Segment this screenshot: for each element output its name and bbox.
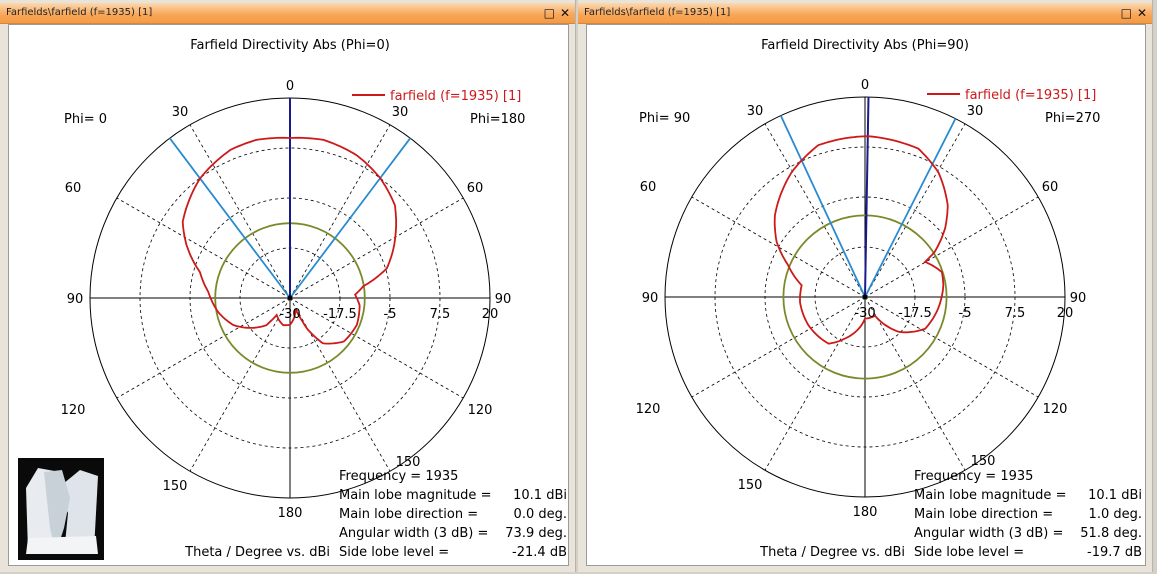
info-value: 10.1 dBi xyxy=(513,488,567,503)
angle-label: 60 xyxy=(467,181,484,196)
info-label: Frequency = 1935 xyxy=(914,469,1033,484)
polar-chart-phi0: -30 -17.5 -5 7.5 20 0 30 60 90 120 150 180 30 60 90 120… xyxy=(61,38,567,560)
angle-label: 30 xyxy=(747,104,764,119)
angle-label: 60 xyxy=(640,180,657,195)
beamwidth-line xyxy=(169,137,291,299)
radial-tick-label: -30 xyxy=(279,307,300,322)
angle-label: 180 xyxy=(853,505,878,520)
chart-title: Farfield Directivity Abs (Phi=90) xyxy=(761,38,969,53)
info-label: Frequency = 1935 xyxy=(339,469,458,484)
radial-tick-label: -5 xyxy=(384,307,397,322)
phi-right-label: Phi=270 xyxy=(1045,111,1100,126)
farfield-window-phi0: Farfields\farfield (f=1935) [1] □ ✕ -30-… xyxy=(0,0,576,572)
grid-spoke xyxy=(764,123,866,298)
info-value: -19.7 dB xyxy=(1087,545,1142,560)
info-label: Main lobe direction = xyxy=(339,507,478,522)
grid-spoke xyxy=(289,197,464,299)
radial-tick-label: -5 xyxy=(959,306,972,321)
info-label: Angular width (3 dB) = xyxy=(339,526,488,541)
angle-label: 0 xyxy=(861,78,869,93)
antenna-thumbnail xyxy=(18,458,104,560)
phi-left-label: Phi= 90 xyxy=(639,111,690,126)
angle-label: 150 xyxy=(971,454,996,469)
angle-label: 150 xyxy=(396,455,421,470)
grid-spoke xyxy=(691,296,866,398)
info-value: 51.8 deg. xyxy=(1080,526,1142,541)
side-lobe-level-circle xyxy=(782,214,948,380)
angle-label: 30 xyxy=(172,105,189,120)
angle-label: 150 xyxy=(163,479,188,494)
info-label: Side lobe level = xyxy=(914,545,1024,560)
angle-label: 60 xyxy=(1042,180,1059,195)
info-label: Main lobe direction = xyxy=(914,507,1053,522)
angle-label: 90 xyxy=(1070,291,1087,306)
x-axis-label: Theta / Degree vs. dBi xyxy=(184,545,330,560)
info-value: 10.1 dBi xyxy=(1088,488,1142,503)
origin-marker xyxy=(287,295,293,301)
farfield-window-phi90: Farfields\farfield (f=1935) [1] □ ✕ -30-… xyxy=(578,0,1153,572)
window-title: Farfields\farfield (f=1935) [1] xyxy=(6,7,153,18)
radial-tick-label: 20 xyxy=(482,307,499,322)
angle-label: 120 xyxy=(61,403,86,418)
grid-spoke xyxy=(189,297,291,472)
angle-label: 120 xyxy=(468,403,493,418)
main-lobe-line xyxy=(864,97,870,298)
window-title: Farfields\farfield (f=1935) [1] xyxy=(584,7,731,18)
angle-label: 120 xyxy=(1043,402,1068,417)
polar-chart-phi90: -30 -17.5 -5 7.5 20 0 30 60 90 120 150 180 30 60 90 120… xyxy=(636,38,1142,560)
directivity-curve xyxy=(773,135,949,345)
directivity-curve xyxy=(181,136,397,345)
beamwidth-line xyxy=(289,137,411,299)
origin-marker xyxy=(862,294,868,300)
info-label: Main lobe magnitude = xyxy=(914,488,1066,503)
beamwidth-line xyxy=(864,118,957,298)
angle-label: 90 xyxy=(495,292,512,307)
close-icon[interactable]: ✕ xyxy=(559,6,570,20)
angle-label: 30 xyxy=(967,104,984,119)
info-value: 0.0 deg. xyxy=(514,507,567,522)
radial-tick-label: -30 xyxy=(854,306,875,321)
radial-tick-label: 7.5 xyxy=(430,307,451,322)
angle-label: 150 xyxy=(738,478,763,493)
info-value: 1.0 deg. xyxy=(1089,507,1142,522)
legend-label: farfield (f=1935) [1] xyxy=(390,89,521,104)
angle-label: 60 xyxy=(65,181,82,196)
chart-title: Farfield Directivity Abs (Phi=0) xyxy=(190,38,390,53)
angle-label: 90 xyxy=(642,291,659,306)
info-value: 73.9 deg. xyxy=(505,526,567,541)
window-titlebar[interactable]: Farfields\farfield (f=1935) [1] □ ✕ xyxy=(578,3,1152,24)
grid-spoke xyxy=(764,296,866,471)
radial-tick-label: -17.5 xyxy=(898,306,932,321)
angle-label: 30 xyxy=(392,105,409,120)
maximize-icon[interactable]: □ xyxy=(543,6,555,20)
window-titlebar[interactable]: Farfields\farfield (f=1935) [1] □ ✕ xyxy=(0,3,575,24)
info-label: Side lobe level = xyxy=(339,545,449,560)
x-axis-label: Theta / Degree vs. dBi xyxy=(759,545,905,560)
phi-left-label: Phi= 0 xyxy=(64,112,107,127)
radial-tick-label: 7.5 xyxy=(1005,306,1026,321)
radial-tick-label: -17.5 xyxy=(323,307,357,322)
grid-spoke xyxy=(189,124,291,299)
grid-spoke xyxy=(116,297,291,399)
info-value: -21.4 dB xyxy=(512,545,567,560)
angle-label: 90 xyxy=(67,292,84,307)
legend-label: farfield (f=1935) [1] xyxy=(965,88,1096,103)
angle-label: 120 xyxy=(636,402,661,417)
phi-right-label: Phi=180 xyxy=(470,112,525,127)
info-label: Main lobe magnitude = xyxy=(339,488,491,503)
angle-label: 0 xyxy=(286,79,294,94)
close-icon[interactable]: ✕ xyxy=(1136,6,1147,20)
radial-tick-label: 20 xyxy=(1057,306,1074,321)
maximize-icon[interactable]: □ xyxy=(1120,6,1132,20)
angle-label: 180 xyxy=(278,506,303,521)
info-label: Angular width (3 dB) = xyxy=(914,526,1063,541)
beamwidth-line xyxy=(779,115,866,298)
